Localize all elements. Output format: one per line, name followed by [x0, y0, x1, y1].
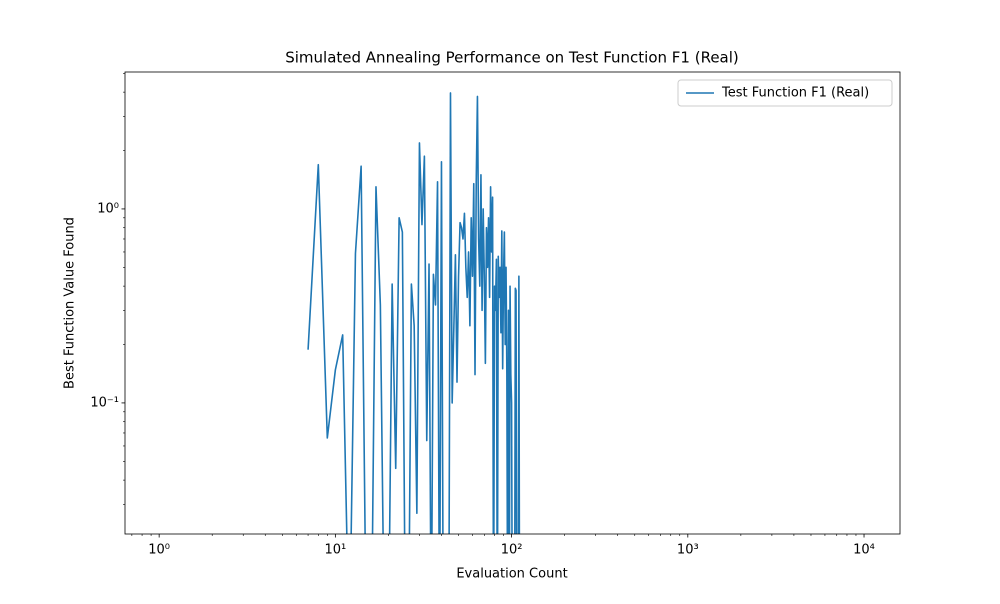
x-tick-label: 10²: [501, 543, 523, 558]
chart-title: Simulated Annealing Performance on Test …: [285, 49, 739, 67]
y-axis-label: Best Function Value Found: [63, 217, 78, 389]
x-tick-label: 10⁰: [148, 543, 170, 558]
x-tick-label: 10¹: [324, 543, 346, 558]
legend-label: Test Function F1 (Real): [721, 86, 869, 101]
plot-frame: [124, 71, 901, 535]
y-tick-label: 10⁰: [97, 201, 119, 216]
x-axis-label: Evaluation Count: [456, 567, 567, 582]
legend: Test Function F1 (Real): [677, 79, 893, 107]
x-tick-label: 10⁴: [853, 543, 875, 558]
x-tick-label: 10³: [677, 543, 699, 558]
y-tick-label: 10⁻¹: [90, 395, 119, 410]
data-line: [307, 92, 521, 534]
legend-box: [677, 79, 893, 107]
plot-area: [307, 92, 521, 534]
